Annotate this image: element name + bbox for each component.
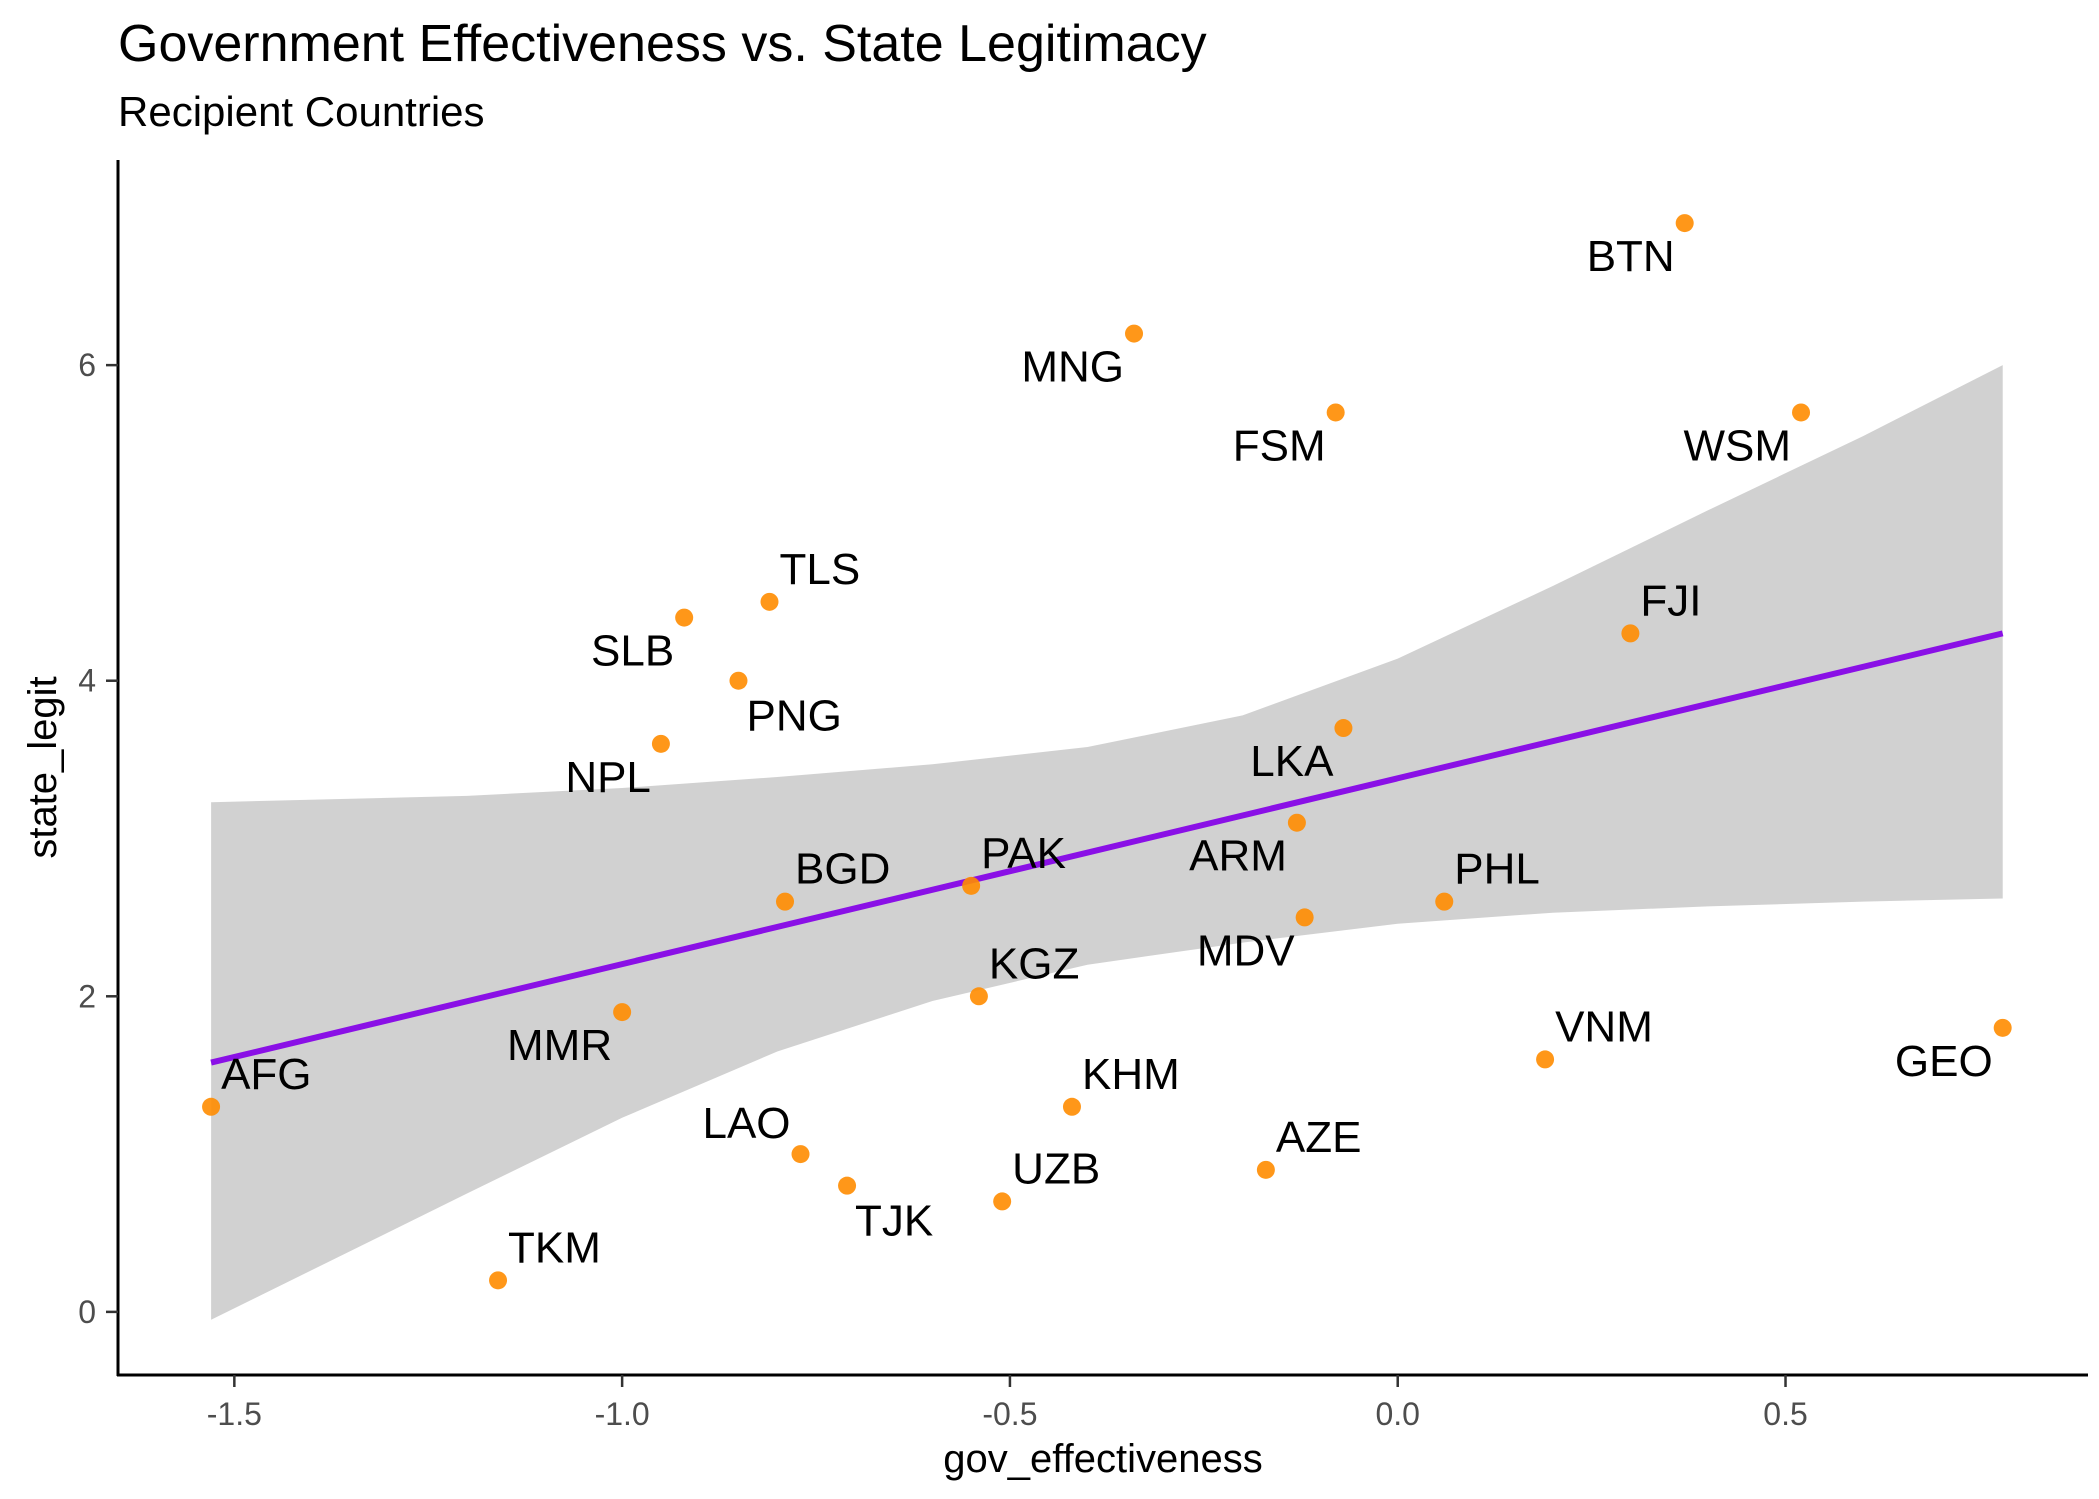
x-tick-label: 0.5 [1763,1396,1807,1432]
point-label-phl: PHL [1454,845,1540,894]
point-label-pak: PAK [981,829,1066,878]
data-point-aze [1256,1160,1275,1179]
data-point-npl [651,734,670,753]
fit-line-layer [210,630,2004,1066]
data-point-kgz [969,987,988,1006]
y-axis-title: state_legit [21,676,65,858]
data-point-tjk [838,1176,857,1195]
point-label-mdv: MDV [1197,926,1295,975]
data-point-bgd [776,892,795,911]
data-point-khm [1062,1097,1081,1116]
point-label-aze: AZE [1276,1113,1362,1162]
y-tick-label: 6 [78,347,96,383]
x-tick-label: -1.5 [207,1396,262,1432]
point-label-kgz: KGZ [989,939,1079,988]
point-label-mmr: MMR [507,1021,612,1070]
data-point-mdv [1295,908,1314,927]
point-label-lka: LKA [1250,737,1334,786]
x-tick-label: 0.0 [1375,1396,1419,1432]
data-point-wsm [1792,403,1811,422]
point-label-lao: LAO [702,1099,790,1148]
data-point-lka [1334,719,1353,738]
chart-subtitle: Recipient Countries [118,88,485,135]
point-labels-layer: BTN MNG FSM WSM TLS SLB FJI PNG LKA NPL ARM PAK BGD P… [221,232,1993,1272]
data-point-lao [791,1145,810,1164]
point-label-arm: ARM [1189,832,1287,881]
confidence-band [211,365,2003,1320]
point-label-bgd: BGD [795,845,890,894]
point-label-fji: FJI [1640,576,1701,625]
point-label-btn: BTN [1587,232,1675,281]
data-point-fji [1621,624,1640,643]
point-label-mng: MNG [1021,343,1124,392]
data-point-phl [1435,892,1454,911]
point-label-tjk: TJK [855,1197,933,1246]
data-point-pak [962,876,981,895]
point-label-png: PNG [746,692,841,741]
x-tick-label: -0.5 [982,1396,1037,1432]
data-point-afg [202,1097,221,1116]
points-layer [202,214,2012,1290]
y-tick-label: 2 [78,978,96,1014]
data-point-slb [675,608,694,627]
point-label-khm: KHM [1082,1050,1180,1099]
chart-title: Government Effectiveness vs. State Legit… [118,15,1207,73]
data-point-mng [1125,324,1144,343]
point-label-fsm: FSM [1233,421,1326,470]
point-label-wsm: WSM [1684,421,1792,470]
x-tick-label: -1.0 [595,1396,650,1432]
data-point-vnm [1536,1050,1555,1069]
data-point-mmr [613,1003,632,1022]
data-point-tkm [489,1271,508,1290]
point-label-vnm: VNM [1555,1002,1653,1051]
point-label-uzb: UZB [1012,1144,1100,1193]
data-point-geo [1993,1018,2012,1037]
regression-line [210,630,2004,1066]
point-label-tls: TLS [779,545,860,594]
x-axis-title: gov_effectiveness [943,1437,1262,1481]
point-label-tkm: TKM [508,1223,601,1272]
y-tick-label: 4 [78,663,96,699]
data-point-uzb [993,1192,1012,1211]
point-label-slb: SLB [591,627,674,676]
data-point-arm [1287,813,1306,832]
y-tick-label: 0 [78,1294,96,1330]
data-point-fsm [1326,403,1345,422]
axes: -1.5 -1.0 -0.5 0.0 0.5 0 2 4 6 [78,160,2088,1432]
data-point-tls [760,592,779,611]
data-point-png [729,671,748,690]
point-label-afg: AFG [221,1050,311,1099]
point-label-npl: NPL [565,753,651,802]
point-label-geo: GEO [1895,1037,1993,1086]
data-point-btn [1675,214,1694,233]
confidence-band-layer [211,365,2003,1320]
